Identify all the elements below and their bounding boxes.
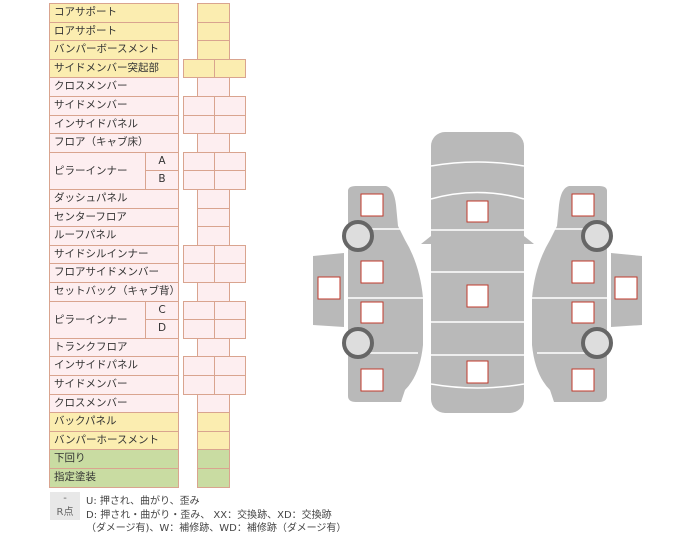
row-sub-label: C [145, 300, 179, 321]
check-box[interactable] [360, 301, 384, 324]
legend-text-d: D: 押され・曲がり・歪み、 XX：交換跡、XD：交換跡 [86, 510, 332, 521]
input-cell-right[interactable] [214, 114, 246, 135]
legend-key-r: R点 [50, 506, 80, 520]
row-label: クロスメンバー [49, 393, 179, 414]
row-label: サイドメンバー突起部 [49, 58, 179, 79]
row-sub-label: A [145, 151, 179, 172]
wheel-icon [342, 327, 374, 359]
row-label: センターフロア [49, 207, 179, 228]
legend-text-u: U: 押され、曲がり、歪み [86, 496, 200, 507]
input-cell-right[interactable] [214, 263, 246, 283]
check-box[interactable] [360, 368, 384, 392]
check-box[interactable] [466, 284, 489, 308]
row-label: フロアサイドメンバー [49, 263, 179, 283]
car-top-view [421, 132, 534, 413]
row-label: フロア（キャブ床） [49, 133, 179, 153]
check-box[interactable] [466, 200, 489, 223]
input-cell-right[interactable] [214, 319, 246, 339]
check-box[interactable] [360, 193, 384, 217]
input-cell[interactable] [197, 468, 230, 488]
legend-key-dash: - [50, 492, 80, 506]
input-cell-right[interactable] [214, 375, 246, 395]
car-left-side [313, 186, 423, 402]
row-label: ピラーインナー [49, 300, 146, 339]
row-label: 指定塗装 [49, 468, 179, 488]
wheel-icon [342, 220, 374, 252]
input-cell-right[interactable] [214, 170, 246, 190]
row-label: サイドメンバー [49, 96, 179, 116]
row-label: バンパーボースメント [49, 40, 179, 60]
row-label: ピラーインナー [49, 151, 146, 190]
car-side-body [348, 186, 423, 402]
input-cell-right[interactable] [214, 58, 246, 79]
row-label: バックパネル [49, 412, 179, 432]
row-label: クロスメンバー [49, 77, 179, 97]
row-label: インサイドパネル [49, 114, 179, 135]
row-label: バンパーホースメント [49, 430, 179, 451]
car-right-side [530, 184, 644, 404]
row-label: サイドシルインナー [49, 244, 179, 265]
check-box[interactable] [466, 360, 489, 384]
check-box[interactable] [360, 260, 384, 284]
check-box[interactable] [317, 276, 341, 300]
legend-text-d-cont: （ダメージ有)、W：補修跡、WD：補修跡（ダメージ有） [86, 523, 347, 534]
